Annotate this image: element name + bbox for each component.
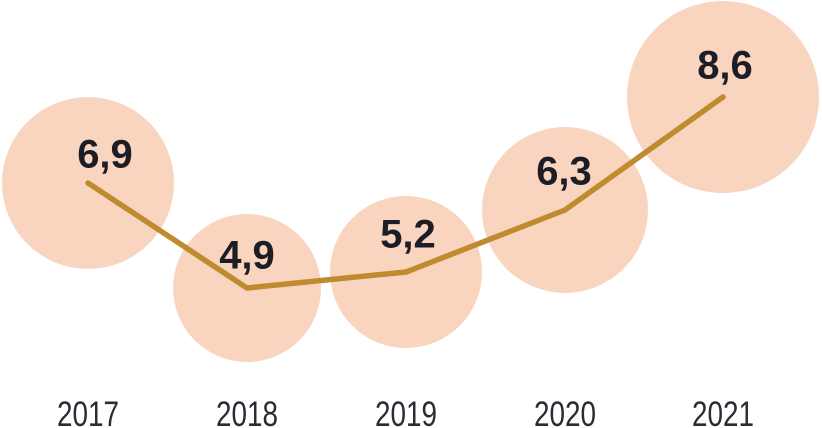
x-axis-label-2021: 2021 [692,395,754,428]
value-label-2020: 6,3 [536,149,592,193]
x-axis-label-2018: 2018 [216,395,278,428]
x-axis-label-2017: 2017 [57,395,119,428]
x-axis-label-2019: 2019 [375,395,437,428]
value-label-2019: 5,2 [380,212,436,256]
x-axis-label-2020: 2020 [534,395,596,428]
value-label-2018: 4,9 [219,233,275,277]
trend-line [85,94,726,291]
value-label-2021: 8,6 [697,43,753,87]
value-label-2017: 6,9 [77,132,133,176]
